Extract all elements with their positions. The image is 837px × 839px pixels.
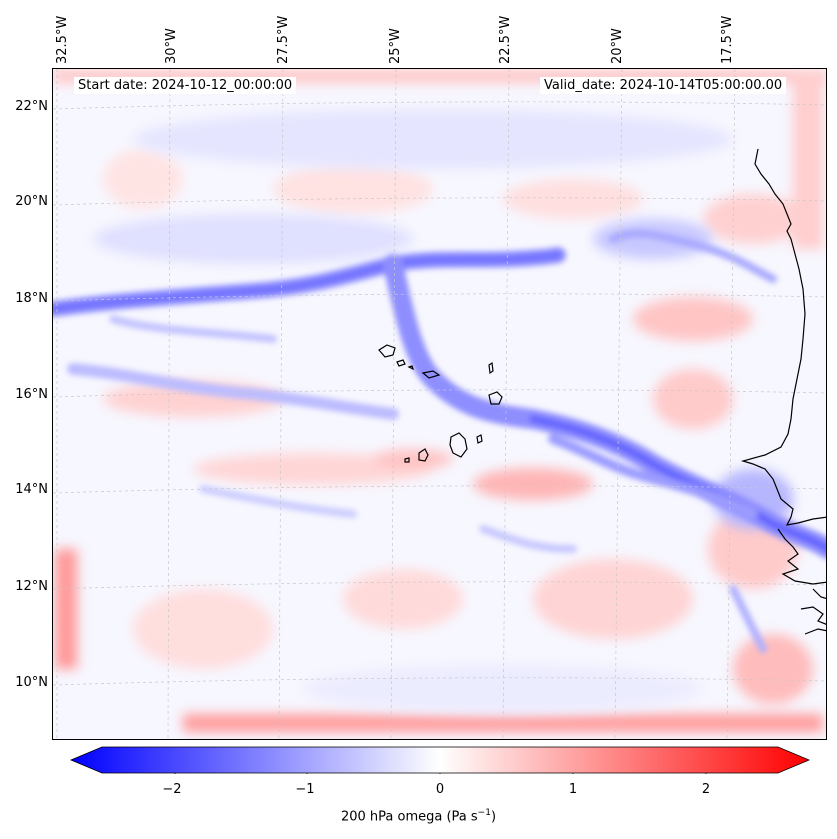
lon-tick-25w: 25°W <box>388 28 403 64</box>
lat-tick-14n: 14°N <box>15 482 48 497</box>
lat-tick-18n: 18°N <box>15 291 48 306</box>
island-fogo <box>418 448 429 462</box>
lon-tick-32-5w: 32.5°W <box>55 15 70 64</box>
colorbar <box>70 746 810 774</box>
lat-tick-20n: 20°N <box>15 194 48 209</box>
island-maio <box>476 434 483 444</box>
lon-tick-17-5w: 17.5°W <box>720 15 735 64</box>
island-sal <box>488 361 494 375</box>
colorbar-label-end: ) <box>490 809 497 825</box>
island-santiago <box>449 432 468 458</box>
colorbar-tick-neg1: −1 <box>295 782 315 797</box>
colorbar-tick-1: 1 <box>568 782 578 797</box>
map-panel <box>52 68 827 740</box>
colorbar-label: 200 hPa omega (Pa s−1) <box>0 808 837 824</box>
colorbar-gradient <box>70 746 810 774</box>
lon-tick-22-5w: 22.5°W <box>498 15 513 64</box>
island-sao-nicolau <box>421 370 441 379</box>
coastline <box>740 148 826 635</box>
colorbar-ticks <box>174 773 707 774</box>
lat-tick-16n: 16°N <box>15 387 48 402</box>
colorbar-label-superscript: −1 <box>477 808 491 818</box>
lon-tick-20w: 20°W <box>610 28 625 64</box>
island-boa-vista <box>488 391 503 405</box>
colorbar-label-main: 200 hPa omega (Pa s <box>340 809 478 825</box>
lon-tick-30w: 30°W <box>164 28 179 64</box>
negative-omega-bands <box>53 229 826 653</box>
island-brava <box>404 457 410 463</box>
cape-verde-islands <box>378 344 503 463</box>
island-sao-vicente <box>396 359 406 367</box>
island-santa-luzia <box>407 365 415 371</box>
colorbar-tick-neg2: −2 <box>162 782 182 797</box>
omega-field-map <box>53 69 826 739</box>
island-santo-antao <box>378 344 396 358</box>
valid-date-label: Valid_date: 2024-10-14T05:00:00.00 <box>540 77 787 94</box>
graticule <box>53 69 826 739</box>
start-date-label: Start date: 2024-10-12_00:00:00 <box>74 77 297 94</box>
colorbar-tick-2: 2 <box>701 782 711 797</box>
colorbar-tick-0: 0 <box>435 782 445 797</box>
lat-tick-22n: 22°N <box>15 99 48 114</box>
lat-tick-10n: 10°N <box>15 675 48 690</box>
positive-omega-patches <box>53 69 826 732</box>
lat-tick-12n: 12°N <box>15 579 48 594</box>
lon-tick-27-5w: 27.5°W <box>276 15 291 64</box>
